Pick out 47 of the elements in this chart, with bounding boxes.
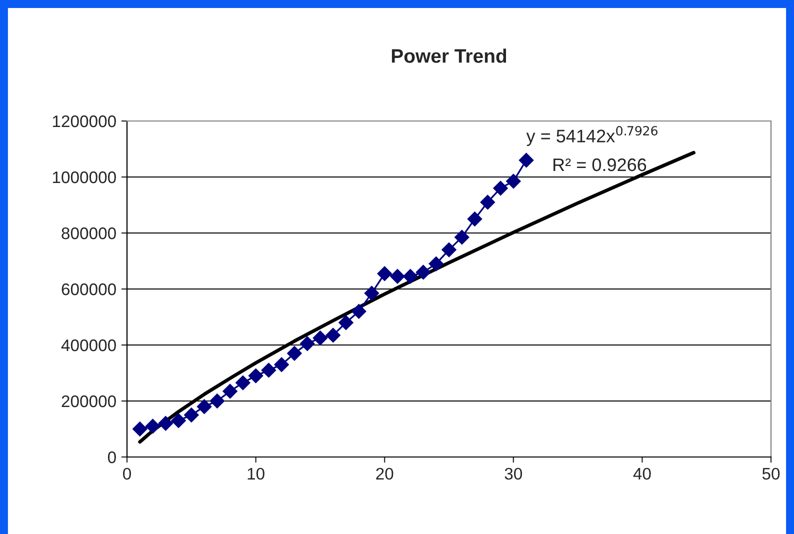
point [300, 336, 315, 351]
point [454, 230, 470, 245]
point [428, 256, 444, 272]
x-tick-label: 30 [504, 468, 522, 480]
point [287, 346, 302, 361]
point [338, 315, 354, 330]
y-tick-label: 200000 [62, 395, 116, 408]
y-tick-label: 1000000 [52, 171, 116, 184]
point [351, 304, 366, 319]
point [402, 269, 418, 284]
point [210, 394, 225, 408]
point [467, 212, 482, 226]
point [312, 330, 328, 346]
point [248, 368, 264, 384]
point [506, 174, 521, 189]
point [145, 418, 160, 434]
y-tick-label: 1200000 [52, 115, 116, 128]
point [364, 286, 380, 301]
y-tick-label: 600000 [62, 283, 116, 296]
x-tick-label: 10 [248, 468, 264, 480]
y-tick-label: 0 [108, 451, 116, 464]
y-tick-label: 800000 [62, 227, 116, 240]
annotation: y = 54142x$^{0.7926}$ [526, 126, 658, 146]
point [480, 194, 496, 210]
x-tick-label: 20 [376, 468, 394, 480]
point [222, 384, 238, 399]
point [377, 266, 392, 281]
point [171, 413, 186, 428]
point [132, 422, 148, 436]
chart-title: Power Trend [392, 48, 506, 63]
point [158, 416, 174, 431]
point [274, 357, 289, 372]
x-tick-label: 40 [633, 468, 651, 480]
x-tick-label: 50 [762, 468, 780, 480]
x-tick-label: 0 [123, 468, 131, 480]
point [236, 375, 250, 390]
point [184, 408, 199, 422]
point [326, 328, 340, 343]
annotation: R² = 0.9266 [554, 158, 646, 172]
point [390, 269, 405, 284]
point [518, 152, 534, 168]
y-tick-label: 400000 [61, 339, 116, 352]
point [493, 180, 508, 196]
point [196, 399, 212, 414]
point [261, 362, 276, 378]
point [442, 242, 456, 258]
point [416, 264, 431, 280]
